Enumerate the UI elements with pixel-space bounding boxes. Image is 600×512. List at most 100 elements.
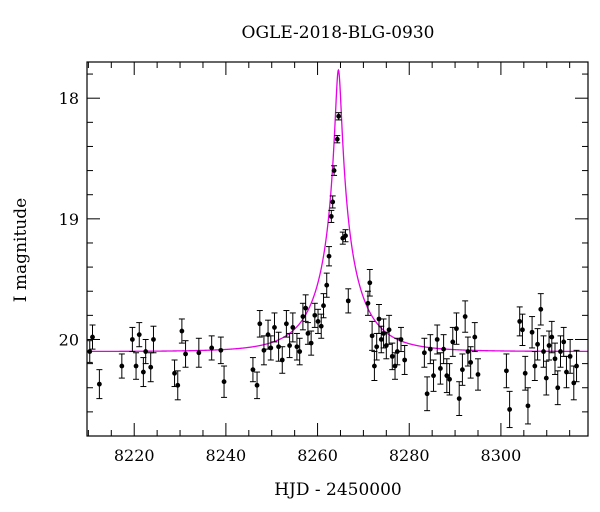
data-point-marker bbox=[374, 344, 380, 350]
data-point-marker bbox=[279, 357, 285, 363]
model-curve-line bbox=[87, 68, 588, 353]
data-point bbox=[249, 357, 256, 383]
x-tick-label: 8240 bbox=[206, 446, 247, 465]
data-point-marker bbox=[444, 373, 450, 379]
data-point bbox=[373, 332, 380, 361]
data-point-marker bbox=[543, 375, 549, 381]
data-point bbox=[182, 340, 189, 368]
data-point-marker bbox=[96, 381, 102, 387]
data-point bbox=[217, 336, 224, 365]
data-point-marker bbox=[87, 349, 93, 354]
data-point-marker bbox=[552, 356, 558, 362]
data-point-marker bbox=[330, 199, 336, 205]
data-point-marker bbox=[283, 321, 289, 327]
data-point bbox=[471, 322, 478, 353]
data-point bbox=[573, 349, 580, 383]
data-point-marker bbox=[468, 360, 474, 365]
data-point-marker bbox=[541, 349, 546, 354]
data-point bbox=[86, 340, 93, 363]
data-point-marker bbox=[133, 363, 139, 369]
data-point-marker bbox=[507, 407, 513, 412]
data-point bbox=[286, 332, 293, 359]
data-point-marker bbox=[535, 341, 540, 347]
data-point-marker bbox=[148, 364, 154, 370]
data-point bbox=[540, 335, 547, 368]
data-point bbox=[386, 314, 393, 345]
data-point bbox=[326, 246, 333, 267]
data-point-marker bbox=[321, 303, 326, 309]
data-point bbox=[178, 318, 185, 344]
data-point-marker bbox=[386, 327, 392, 333]
data-point bbox=[329, 195, 336, 209]
axis-ticks-layer: 8220 8240 8260 8280 8300 18 19 20 bbox=[59, 62, 588, 465]
data-point bbox=[89, 324, 96, 350]
data-point-marker bbox=[326, 253, 332, 259]
data-point bbox=[560, 326, 567, 357]
data-point bbox=[334, 135, 341, 144]
data-point bbox=[453, 312, 460, 345]
data-point bbox=[283, 310, 290, 338]
data-point-marker bbox=[421, 350, 427, 356]
data-point-marker bbox=[172, 370, 177, 376]
x-axis-label: HJD - 2450000 bbox=[274, 480, 402, 500]
data-point bbox=[304, 322, 311, 345]
data-point-marker bbox=[574, 363, 579, 369]
data-point bbox=[506, 390, 513, 429]
data-point bbox=[302, 294, 309, 322]
data-point bbox=[456, 381, 463, 416]
data-point-marker bbox=[140, 369, 146, 375]
data-point-marker bbox=[254, 382, 260, 388]
data-point-marker bbox=[272, 325, 277, 330]
data-point bbox=[529, 316, 536, 349]
data-point bbox=[503, 353, 510, 389]
data-point bbox=[551, 342, 558, 375]
data-point-marker bbox=[175, 382, 181, 388]
data-point-marker bbox=[378, 337, 384, 342]
data-point bbox=[534, 328, 541, 361]
data-point-marker bbox=[179, 328, 185, 334]
data-point bbox=[208, 335, 215, 361]
data-point-marker bbox=[532, 363, 538, 369]
data-point bbox=[421, 337, 428, 368]
data-point-marker bbox=[520, 327, 525, 333]
data-point-marker bbox=[546, 343, 552, 348]
data-point bbox=[524, 387, 531, 425]
data-point bbox=[342, 229, 349, 243]
data-point bbox=[430, 359, 437, 392]
data-point bbox=[519, 313, 526, 347]
data-point-marker bbox=[276, 344, 281, 350]
data-point bbox=[289, 312, 296, 343]
data-point bbox=[256, 310, 263, 338]
data-point bbox=[221, 365, 228, 398]
data-point-marker bbox=[129, 337, 135, 342]
y-axis-label: I magnitude bbox=[11, 198, 31, 302]
data-point bbox=[323, 272, 330, 298]
data-point bbox=[331, 165, 338, 176]
data-point bbox=[345, 288, 352, 314]
data-point-marker bbox=[328, 214, 334, 219]
data-point bbox=[567, 338, 574, 374]
data-point bbox=[150, 325, 157, 354]
data-point bbox=[315, 308, 322, 334]
data-point bbox=[260, 335, 267, 366]
data-point bbox=[320, 293, 327, 319]
data-point-marker bbox=[151, 337, 156, 342]
x-tick-label: 8260 bbox=[297, 446, 338, 465]
data-point-marker bbox=[315, 318, 321, 324]
data-point-marker bbox=[250, 367, 256, 373]
data-point-marker bbox=[376, 316, 382, 322]
data-point-marker bbox=[472, 334, 478, 340]
data-point-marker bbox=[221, 379, 227, 385]
data-point bbox=[118, 353, 125, 379]
data-point bbox=[136, 322, 143, 348]
data-point bbox=[369, 320, 376, 351]
data-point bbox=[254, 371, 261, 400]
data-point bbox=[174, 370, 181, 401]
data-point-marker bbox=[456, 396, 462, 401]
data-point bbox=[464, 336, 471, 367]
data-point bbox=[147, 352, 154, 383]
data-point-marker bbox=[389, 353, 395, 359]
data-point bbox=[557, 335, 564, 368]
data-point-marker bbox=[475, 372, 481, 377]
data-point-marker bbox=[308, 340, 314, 346]
